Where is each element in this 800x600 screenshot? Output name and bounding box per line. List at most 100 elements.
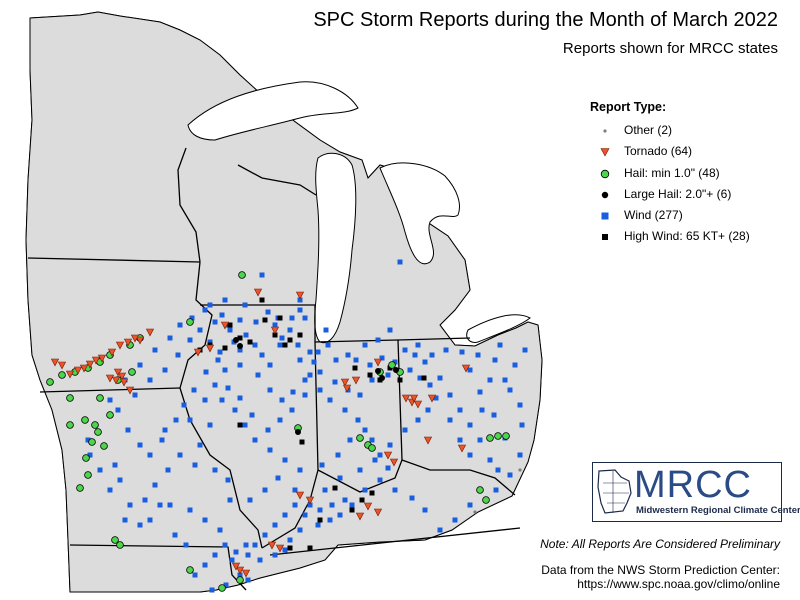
- tornado-report-marker: [235, 566, 245, 575]
- wind-report-marker: [189, 315, 195, 321]
- legend-label-large-hail: Large Hail: 2.0"+ (6): [624, 186, 732, 201]
- tornado-report-marker: [193, 348, 203, 357]
- wind-report-marker: [377, 477, 383, 483]
- tornado-report-marker: [373, 358, 383, 367]
- tornado-report-marker: [50, 358, 60, 367]
- wind-report-marker: [502, 377, 508, 383]
- legend: Report Type: Other (2) Tornado (64) Hail…: [590, 100, 750, 248]
- wind-report-marker: [307, 372, 313, 378]
- lake-michigan: [314, 152, 357, 344]
- tornado-report-marker: [65, 370, 75, 379]
- wind-report-marker: [387, 327, 393, 333]
- wind-report-marker: [172, 532, 178, 538]
- legend-item-hail: Hail: min 1.0" (48): [590, 163, 750, 184]
- hail-report-marker: [494, 432, 502, 440]
- wind-report-marker: [335, 452, 341, 458]
- wind-report-marker: [159, 437, 165, 443]
- wind-report-marker: [132, 392, 138, 398]
- tornado-report-marker: [73, 366, 83, 375]
- wind-report-marker: [407, 367, 413, 373]
- tornado-report-marker: [111, 376, 121, 385]
- wind-report-marker: [265, 309, 271, 315]
- border-il-in: [309, 305, 319, 501]
- wind-report-marker: [223, 582, 229, 588]
- wind-report-marker: [253, 319, 259, 325]
- wind-report-marker: [97, 467, 103, 473]
- wind-report-marker: [219, 397, 225, 403]
- wind-report-marker: [227, 497, 233, 503]
- wind-report-marker: [202, 307, 208, 313]
- wind-report-marker: [197, 442, 203, 448]
- wind-report-marker: [517, 452, 523, 458]
- border-wi-mi: [237, 164, 317, 196]
- wind-report-marker: [289, 315, 295, 321]
- wind-report-marker: [272, 322, 278, 328]
- wind-report-marker: [512, 362, 518, 368]
- wind-report-marker: [162, 367, 168, 373]
- hail-report-marker: [486, 434, 494, 442]
- high-wind-report-marker: [237, 422, 243, 428]
- legend-label-high-wind: High Wind: 65 KT+ (28): [624, 229, 750, 244]
- wind-report-marker: [319, 462, 325, 468]
- wind-report-marker: [147, 377, 153, 383]
- wind-report-marker: [279, 335, 285, 341]
- wind-report-marker: [207, 302, 213, 308]
- high-wind-report-marker: [282, 342, 288, 348]
- tornado-report-marker: [57, 361, 67, 370]
- preliminary-note: Note: All Reports Are Considered Prelimi…: [540, 537, 780, 551]
- wind-report-marker: [433, 395, 439, 401]
- hail-report-marker: [482, 496, 490, 504]
- tornado-report-marker: [97, 354, 107, 363]
- wind-report-marker: [467, 502, 473, 508]
- wind-report-marker: [177, 322, 183, 328]
- wind-report-marker: [311, 359, 317, 365]
- wind-report-marker: [212, 552, 218, 558]
- tornado-report-marker: [363, 502, 373, 511]
- wind-report-marker: [487, 377, 493, 383]
- wind-report-marker: [385, 372, 391, 378]
- wind-report-marker: [422, 359, 428, 365]
- wind-report-marker: [493, 487, 499, 493]
- wind-square-icon: [601, 212, 609, 220]
- wind-report-marker: [107, 397, 113, 403]
- lake-huron: [379, 162, 460, 265]
- hail-report-marker: [106, 411, 114, 419]
- hail-report-marker: [186, 318, 194, 326]
- wind-report-marker: [459, 349, 465, 355]
- wind-report-marker: [492, 357, 498, 363]
- wind-report-marker: [212, 382, 218, 388]
- wind-report-marker: [192, 572, 198, 578]
- wind-report-marker: [225, 385, 231, 391]
- hail-report-marker: [356, 434, 364, 442]
- wind-report-marker: [115, 407, 121, 413]
- wind-report-marker: [237, 317, 243, 323]
- wind-report-marker: [237, 572, 243, 578]
- hail-report-marker: [388, 361, 396, 369]
- wind-report-marker: [242, 422, 248, 428]
- wind-report-marker: [427, 382, 433, 388]
- high-wind-report-marker: [227, 322, 233, 328]
- wind-report-marker: [452, 517, 458, 523]
- tornado-report-marker: [295, 491, 305, 500]
- wind-report-marker: [222, 297, 228, 303]
- legend-label-wind: Wind (277): [624, 208, 683, 223]
- high-wind-report-marker: [332, 485, 338, 491]
- wind-report-marker: [207, 339, 213, 345]
- wind-report-marker: [437, 527, 443, 533]
- wind-report-marker: [347, 437, 353, 443]
- lake-erie: [466, 314, 531, 343]
- high-wind-report-marker: [297, 332, 303, 338]
- hail-report-marker: [94, 428, 102, 436]
- large-hail-report-marker: [393, 367, 399, 373]
- wind-report-marker: [289, 407, 295, 413]
- wind-report-marker: [227, 327, 233, 333]
- wind-report-marker: [255, 372, 261, 378]
- wind-report-marker: [157, 502, 163, 508]
- wind-report-marker: [437, 375, 443, 381]
- wind-report-marker: [277, 342, 283, 348]
- legend-label-other: Other (2): [624, 123, 673, 137]
- wind-report-marker: [272, 552, 278, 558]
- legend-item-tornado: Tornado (64): [590, 141, 750, 162]
- high-wind-report-marker: [299, 439, 305, 445]
- wind-report-marker: [282, 457, 288, 463]
